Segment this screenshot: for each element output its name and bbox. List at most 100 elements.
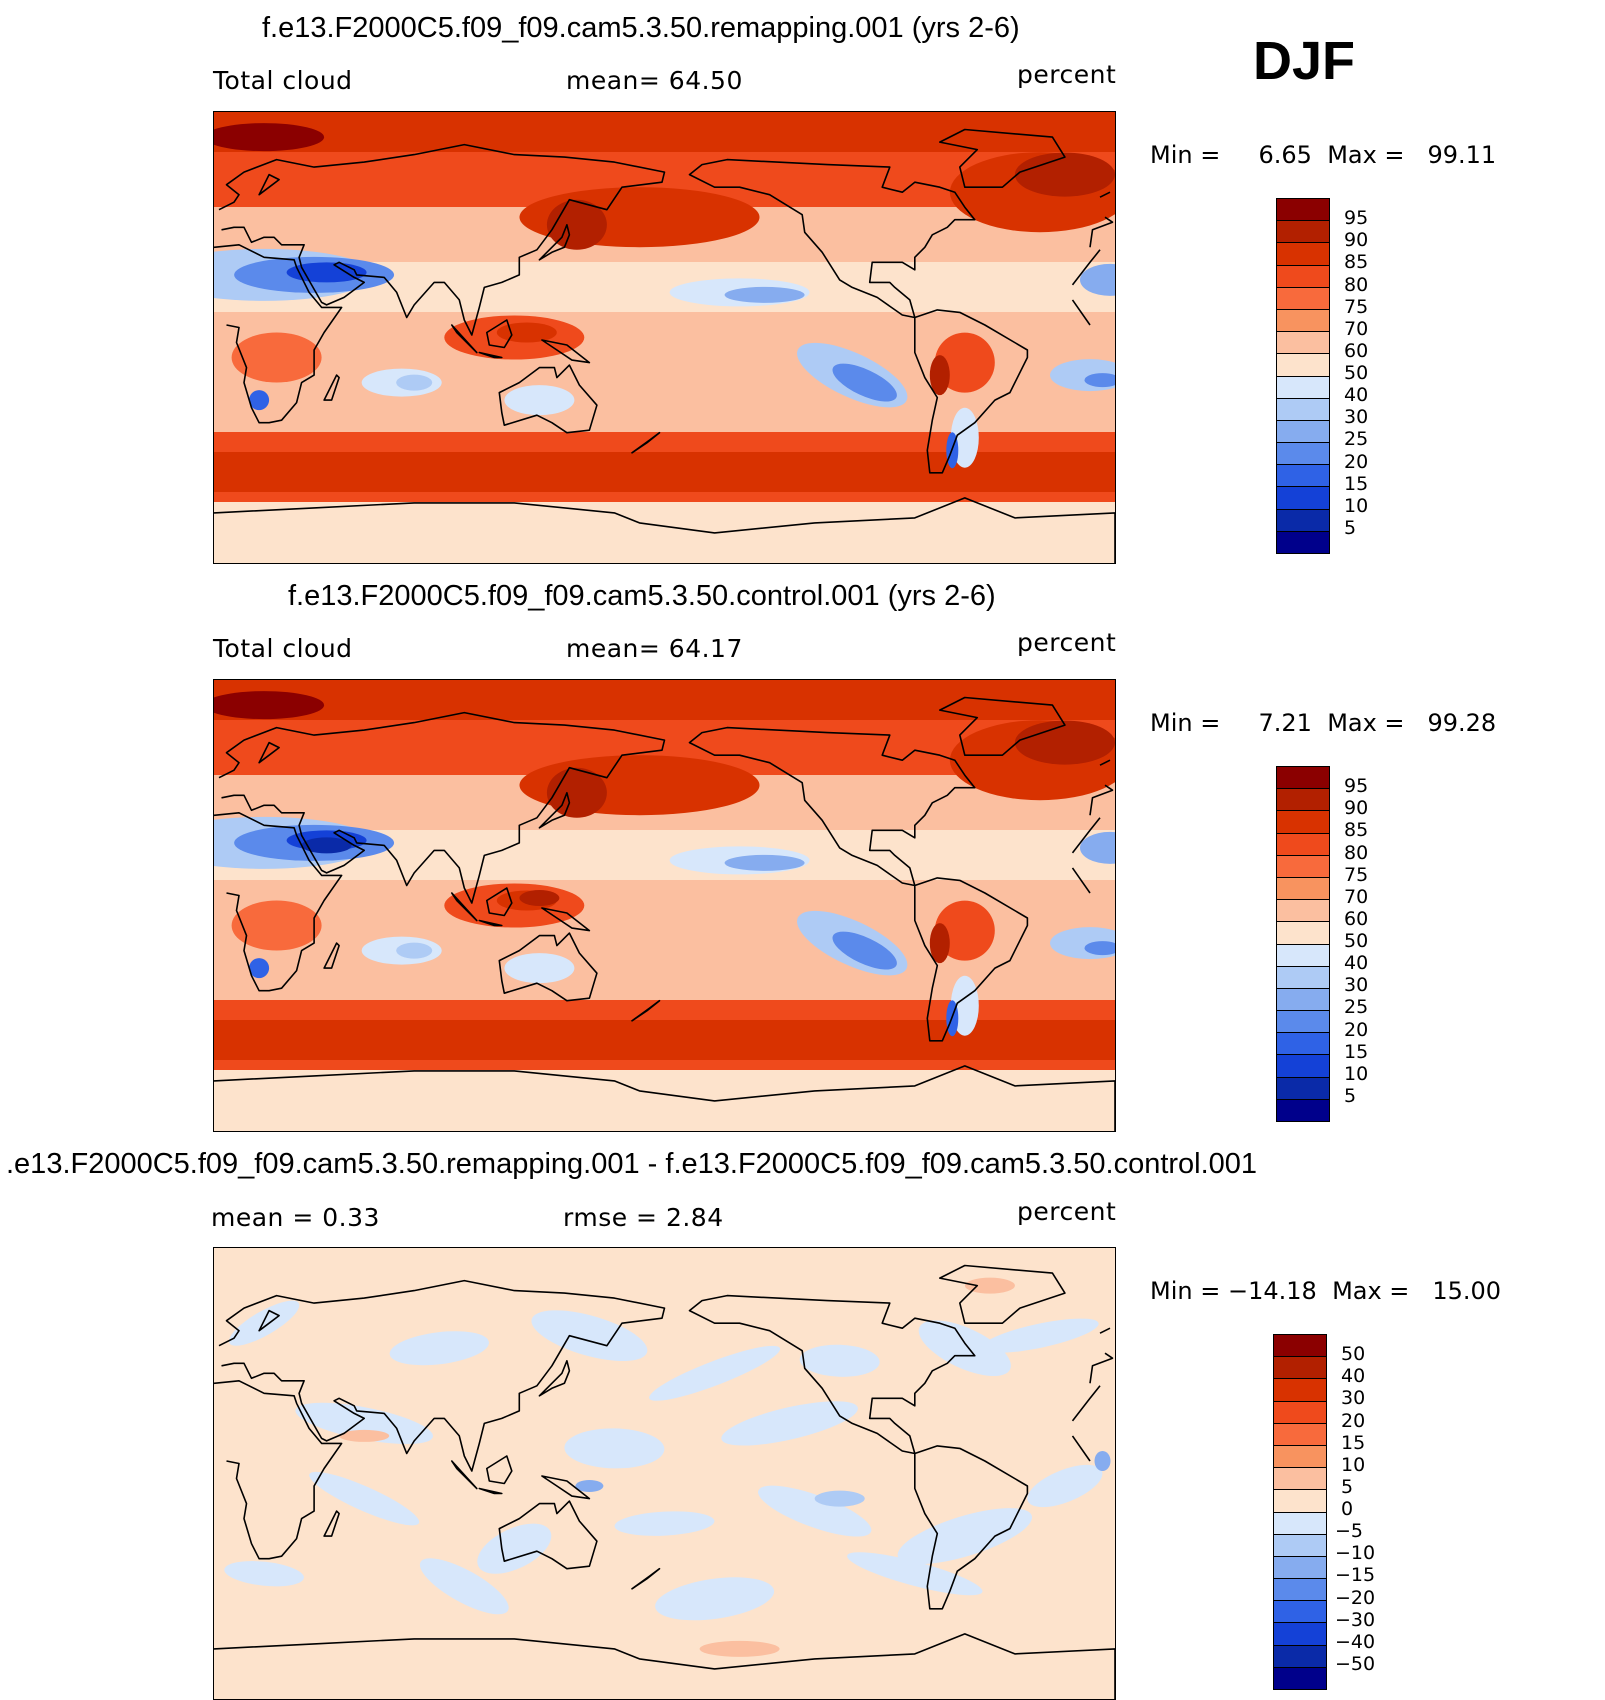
season-label: DJF (1253, 31, 1356, 91)
colorbar-swatch (1277, 398, 1329, 421)
colorbar-tick-label: 10 (1344, 1062, 1369, 1085)
colorbar-tick-label: 90 (1344, 797, 1369, 820)
colorbar-tick-label: 80 (1344, 273, 1369, 296)
colorbar-swatch (1274, 1335, 1326, 1358)
colorbar-tick-label: 50 (1341, 1343, 1366, 1366)
panel2-min-label: Min = (1150, 709, 1221, 737)
colorbar-swatch (1277, 1077, 1329, 1100)
panel3-left-label: mean = 0.33 (211, 1203, 380, 1232)
panel2-colorbar (1276, 766, 1330, 1122)
colorbar-tick-label: 60 (1344, 339, 1369, 362)
colorbar-swatch (1277, 309, 1329, 333)
colorbar-swatch (1277, 1011, 1329, 1034)
panel3-map-svg (214, 1248, 1115, 1699)
colorbar-tick-label: 10 (1341, 1453, 1366, 1476)
colorbar-swatch (1277, 767, 1329, 790)
colorbar-swatch (1277, 265, 1329, 288)
colorbar-swatch (1274, 1601, 1326, 1624)
colorbar-tick-label: 15 (1341, 1431, 1366, 1454)
colorbar-tick-label: 40 (1344, 952, 1369, 975)
panel2-title: f.e13.F2000C5.f09_f09.cam5.3.50.control.… (288, 580, 996, 612)
colorbar-swatch (1274, 1468, 1326, 1491)
colorbar-tick-label: 50 (1344, 930, 1369, 952)
colorbar-tick-label: −20 (1335, 1586, 1376, 1609)
colorbar-tick-label: 10 (1344, 494, 1369, 517)
colorbar-tick-label: 30 (1344, 406, 1369, 429)
colorbar-tick-label: 30 (1341, 1387, 1366, 1410)
panel3-max-label: Max = (1332, 1277, 1410, 1305)
panel3-title: .e13.F2000C5.f09_f09.cam5.3.50.remapping… (6, 1148, 1258, 1180)
colorbar-swatch (1277, 354, 1329, 377)
panel2-max-label: Max = (1327, 709, 1405, 737)
colorbar-swatch (1274, 1423, 1326, 1446)
panel3-map (213, 1247, 1116, 1700)
colorbar-tick-label: 95 (1344, 207, 1369, 230)
panel2-map (213, 679, 1116, 1132)
colorbar-tick-label: 95 (1344, 775, 1369, 798)
colorbar-swatch (1277, 287, 1329, 310)
panel1-map-svg (214, 112, 1115, 563)
colorbar-swatch (1274, 1357, 1326, 1380)
colorbar-swatch (1274, 1556, 1326, 1580)
colorbar-swatch (1274, 1623, 1326, 1646)
panel3-center-label: rmse = 2.84 (563, 1203, 724, 1232)
panel1-title: f.e13.F2000C5.f09_f09.cam5.3.50.remappin… (262, 12, 1020, 44)
panel3-minmax: Min = −14.18 Max = 15.00 (1150, 1277, 1501, 1305)
colorbar-swatch (1277, 1055, 1329, 1078)
colorbar-tick-label: −30 (1335, 1608, 1376, 1631)
colorbar-swatch (1277, 243, 1329, 266)
colorbar-swatch (1277, 420, 1329, 444)
colorbar-swatch (1277, 509, 1329, 532)
panel2-center-label: mean= 64.17 (566, 634, 743, 663)
colorbar-tick-label: 15 (1344, 1040, 1369, 1063)
colorbar-swatch (1277, 789, 1329, 812)
panel3-min-label: Min = (1150, 1277, 1221, 1305)
colorbar-tick-label: 25 (1344, 428, 1369, 451)
colorbar-swatch (1277, 465, 1329, 488)
colorbar-tick-label: 70 (1344, 885, 1369, 908)
colorbar-swatch (1274, 1645, 1326, 1668)
colorbar-tick-label: −50 (1335, 1652, 1376, 1675)
panel3-colorbar (1273, 1334, 1327, 1690)
colorbar-swatch (1277, 376, 1329, 399)
colorbar-swatch (1277, 332, 1329, 355)
panel1-map (213, 111, 1116, 564)
colorbar-swatch (1274, 1445, 1326, 1469)
colorbar-tick-label: 0 (1341, 1498, 1354, 1520)
colorbar-swatch (1277, 199, 1329, 222)
colorbar-tick-label: 5 (1344, 1084, 1357, 1107)
colorbar-swatch (1277, 855, 1329, 878)
panel1-min-label: Min = (1150, 141, 1221, 169)
colorbar-swatch (1277, 1099, 1329, 1121)
colorbar-swatch (1277, 811, 1329, 834)
colorbar-tick-label: 5 (1341, 1475, 1354, 1498)
panel2-map-svg (214, 680, 1115, 1131)
colorbar-tick-label: 70 (1344, 317, 1369, 340)
colorbar-tick-label: 20 (1344, 450, 1369, 473)
panel2-units: percent (1017, 628, 1117, 657)
panel1-min-value: 6.65 (1258, 141, 1312, 169)
panel1-left-label: Total cloud (213, 66, 353, 95)
panel1-center-label: mean= 64.50 (566, 66, 743, 95)
colorbar-swatch (1277, 900, 1329, 923)
colorbar-tick-label: 90 (1344, 229, 1369, 252)
panel1-max-label: Max = (1327, 141, 1405, 169)
colorbar-tick-label: −5 (1335, 1520, 1364, 1543)
colorbar-tick-label: 50 (1344, 362, 1369, 384)
colorbar-tick-label: 60 (1344, 907, 1369, 930)
colorbar-swatch (1277, 221, 1329, 244)
panel1-minmax: Min = 6.65 Max = 99.11 (1150, 141, 1496, 169)
panel1-units: percent (1017, 60, 1117, 89)
colorbar-swatch (1277, 944, 1329, 967)
panel2-left-label: Total cloud (213, 634, 353, 663)
colorbar-tick-label: −40 (1335, 1630, 1376, 1653)
colorbar-swatch (1274, 1401, 1326, 1424)
colorbar-swatch (1277, 922, 1329, 945)
colorbar-swatch (1277, 988, 1329, 1012)
colorbar-swatch (1274, 1379, 1326, 1402)
colorbar-tick-label: 85 (1344, 819, 1369, 842)
panel3-max-value: 15.00 (1432, 1277, 1502, 1305)
panel2-min-value: 7.21 (1258, 709, 1312, 737)
colorbar-swatch (1277, 531, 1329, 553)
colorbar-swatch (1277, 833, 1329, 856)
